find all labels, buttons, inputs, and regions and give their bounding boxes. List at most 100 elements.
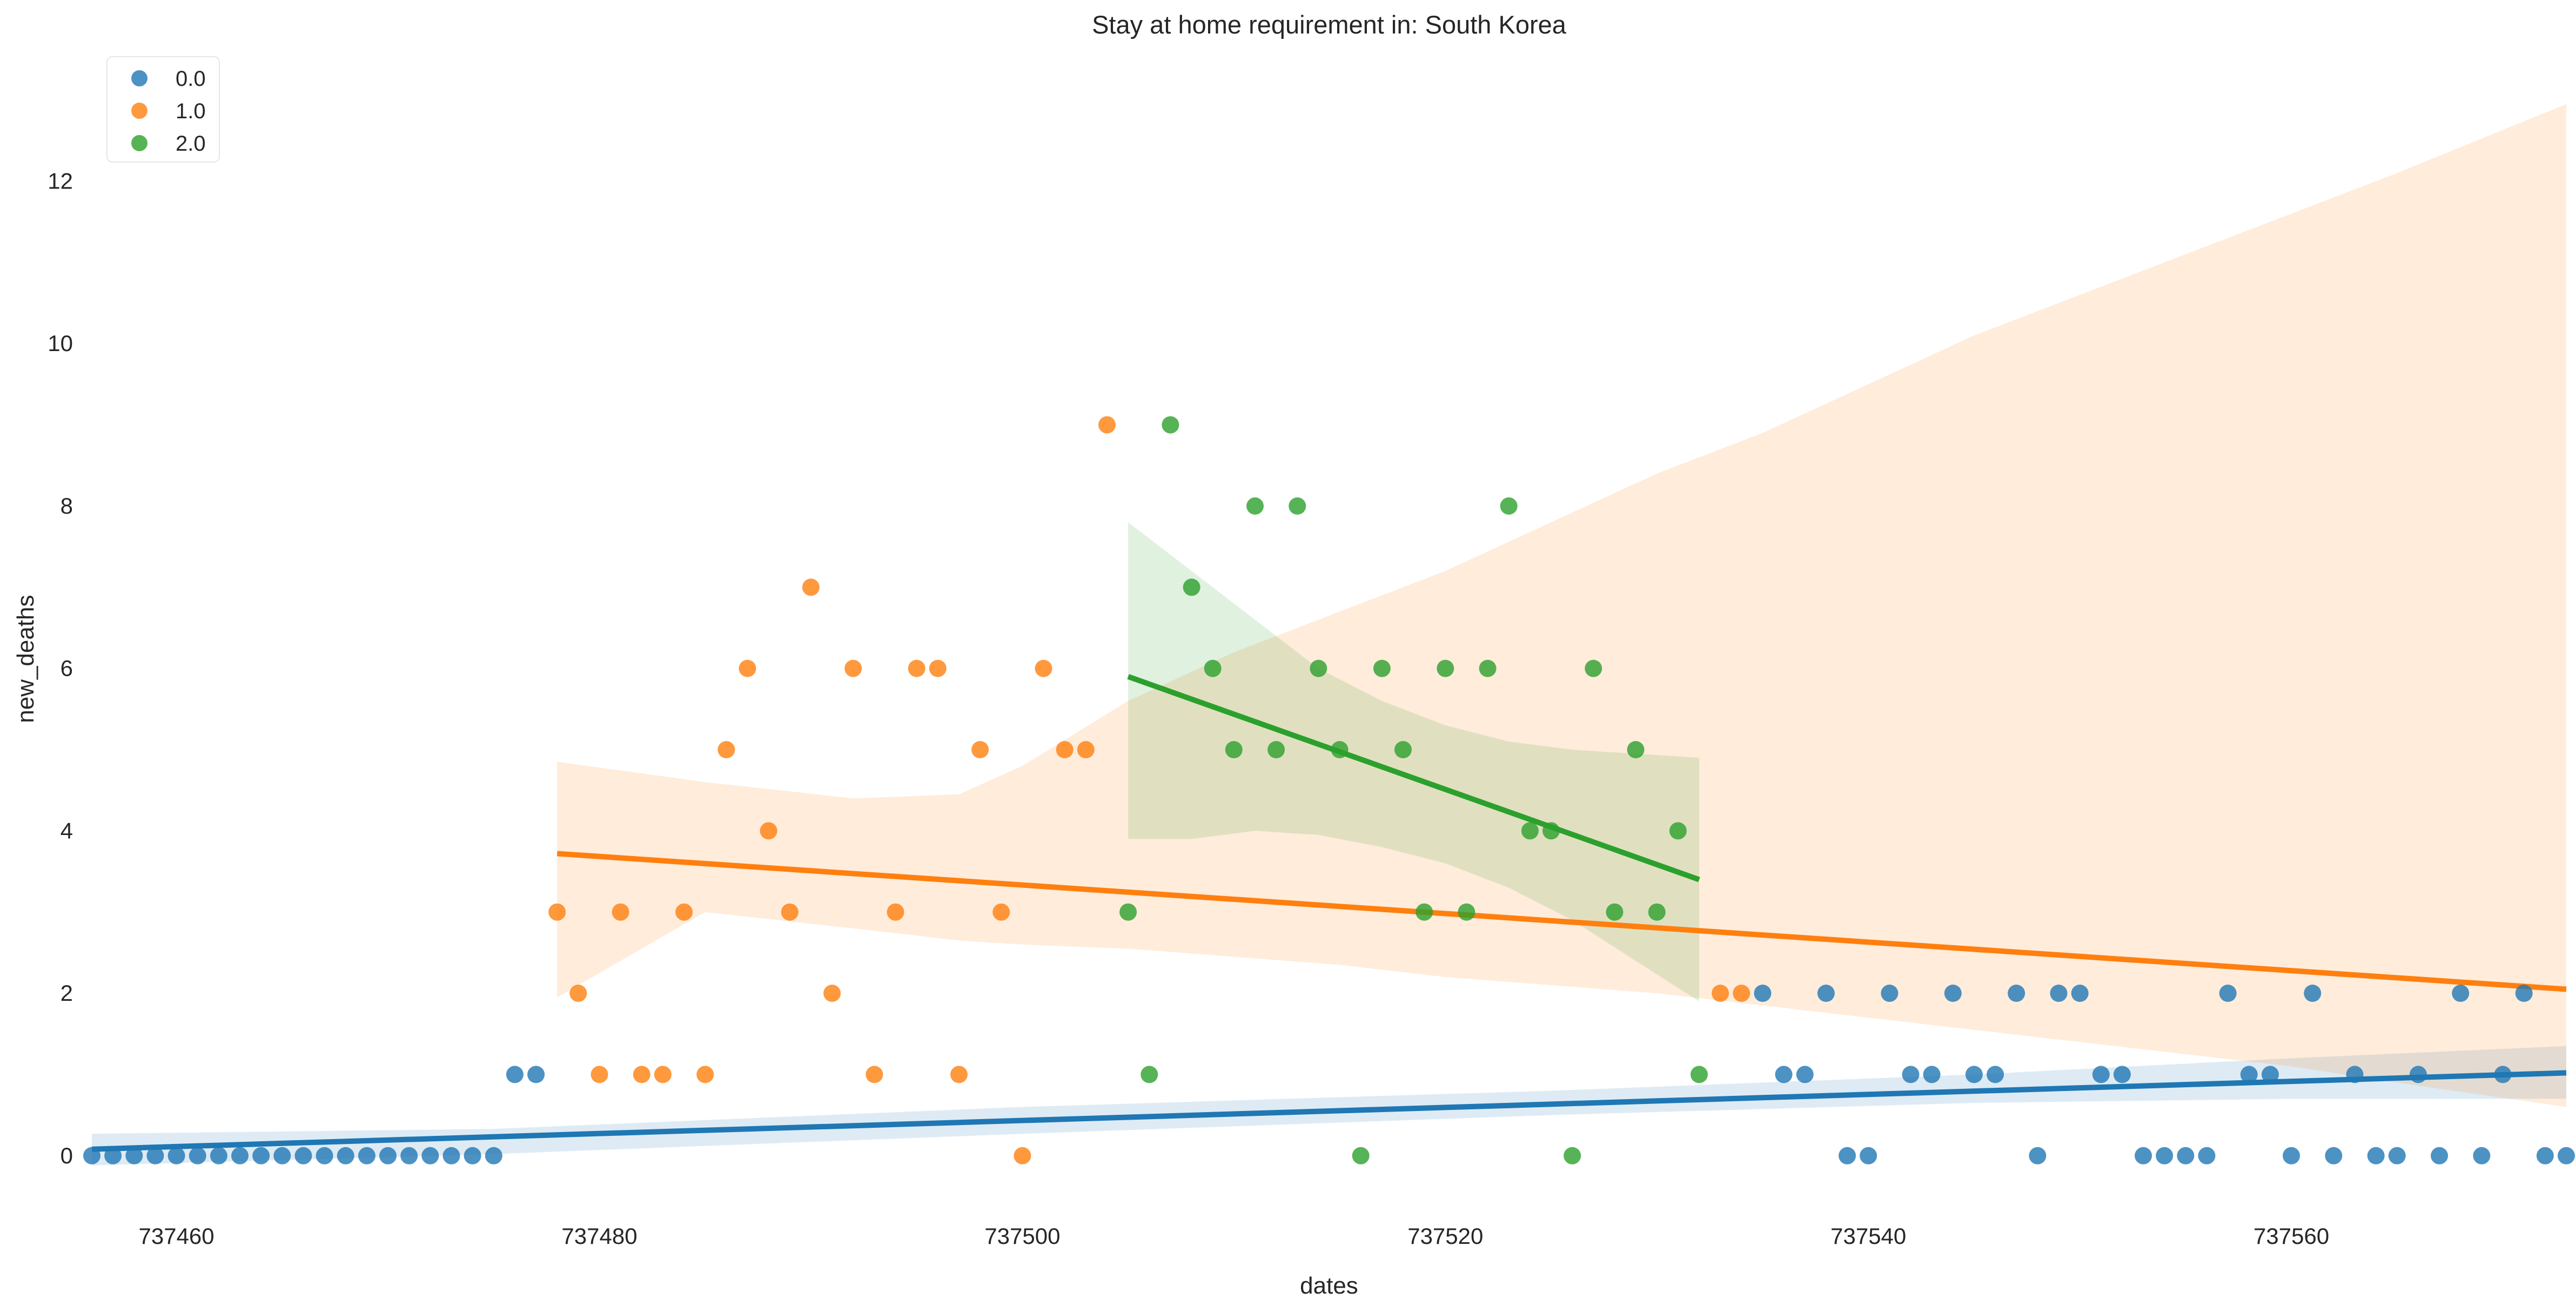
data-point-series-2 [1204, 659, 1222, 677]
y-tick-label: 0 [61, 1143, 73, 1168]
data-point-series-1 [1077, 741, 1095, 758]
data-point-series-2 [1141, 1066, 1158, 1083]
data-point-series-0 [2346, 1066, 2364, 1083]
data-point-series-0 [2515, 985, 2533, 1002]
data-point-series-0 [1965, 1066, 1983, 1083]
data-point-series-1 [950, 1066, 968, 1083]
x-tick-label: 737540 [1830, 1223, 1906, 1249]
data-point-series-1 [654, 1066, 672, 1083]
data-point-series-0 [2558, 1147, 2575, 1164]
data-point-series-1 [612, 903, 629, 921]
data-point-series-2 [1183, 578, 1200, 596]
data-point-series-2 [1606, 903, 1624, 921]
legend: 0.0 1.0 2.0 [106, 56, 220, 163]
data-point-series-0 [1817, 985, 1835, 1002]
data-point-series-0 [2113, 1066, 2131, 1083]
regression-line-1 [556, 851, 2567, 992]
data-point-series-1 [569, 985, 587, 1002]
data-point-series-0 [442, 1147, 460, 1164]
data-point-series-2 [1352, 1147, 1370, 1164]
data-point-series-2 [1564, 1147, 1581, 1164]
data-point-series-0 [2219, 985, 2237, 1002]
data-point-series-0 [1796, 1066, 1814, 1083]
data-point-series-0 [2029, 1147, 2047, 1164]
regression-lines [91, 674, 2567, 1152]
legend-label: 0.0 [176, 67, 206, 91]
data-point-series-0 [294, 1147, 312, 1164]
data-point-series-0 [421, 1147, 439, 1164]
data-point-series-2 [1331, 741, 1349, 758]
data-point-series-2 [1479, 659, 1497, 677]
data-point-series-1 [844, 659, 862, 677]
data-point-series-0 [1754, 985, 1772, 1002]
data-point-series-0 [1944, 985, 1962, 1002]
data-point-series-0 [2092, 1066, 2110, 1083]
data-point-series-1 [866, 1066, 883, 1083]
data-point-series-0 [2388, 1147, 2406, 1164]
data-point-series-0 [189, 1147, 206, 1164]
data-point-series-0 [2367, 1147, 2385, 1164]
data-point-series-2 [1416, 903, 1433, 921]
data-point-series-1 [1035, 659, 1052, 677]
data-point-series-2 [1289, 497, 1306, 515]
data-points [83, 416, 2575, 1164]
data-point-series-2 [1627, 741, 1645, 758]
data-point-series-0 [210, 1147, 227, 1164]
data-point-series-0 [1902, 1066, 1920, 1083]
legend-label: 1.0 [176, 99, 206, 123]
y-axis-label: new_deaths [12, 595, 39, 723]
data-point-series-0 [400, 1147, 418, 1164]
x-tick-label: 737520 [1407, 1223, 1483, 1249]
data-point-series-0 [316, 1147, 333, 1164]
y-tick-label: 10 [48, 331, 73, 356]
data-point-series-1 [1712, 985, 1729, 1002]
data-point-series-2 [1246, 497, 1264, 515]
data-point-series-0 [2304, 985, 2322, 1002]
data-point-series-2 [1310, 659, 1327, 677]
data-point-series-2 [1162, 416, 1179, 434]
data-point-series-1 [908, 659, 925, 677]
data-point-series-2 [1521, 822, 1539, 840]
data-point-series-0 [358, 1147, 375, 1164]
data-point-series-0 [1775, 1066, 1793, 1083]
data-point-series-1 [548, 903, 566, 921]
legend-marker [131, 70, 147, 86]
data-point-series-0 [104, 1147, 122, 1164]
data-point-series-2 [1437, 659, 1454, 677]
data-point-series-0 [2473, 1147, 2491, 1164]
x-tick-label: 737460 [139, 1223, 214, 1249]
data-point-series-0 [485, 1147, 502, 1164]
data-point-series-0 [2410, 1066, 2427, 1083]
confidence-band-2 [1128, 522, 1699, 1002]
x-axis-ticks: 737460 737480 737500 737520 737540 737560 [139, 1223, 2330, 1249]
y-tick-label: 8 [61, 493, 73, 519]
confidence-band-1 [557, 104, 2566, 1107]
data-point-series-0 [2240, 1066, 2258, 1083]
data-point-series-0 [252, 1147, 270, 1164]
data-point-series-2 [1267, 741, 1285, 758]
data-point-series-0 [2135, 1147, 2152, 1164]
data-point-series-0 [2008, 985, 2025, 1002]
data-point-series-1 [1098, 416, 1116, 434]
data-point-series-1 [802, 578, 820, 596]
data-point-series-0 [2050, 985, 2068, 1002]
data-point-series-0 [2431, 1147, 2448, 1164]
data-point-series-2 [1458, 903, 1475, 921]
data-point-series-2 [1648, 903, 1666, 921]
data-point-series-1 [675, 903, 693, 921]
data-point-series-1 [971, 741, 989, 758]
data-point-series-0 [506, 1066, 524, 1083]
data-point-series-1 [1014, 1147, 1031, 1164]
data-point-series-0 [2177, 1147, 2195, 1164]
data-point-series-0 [2198, 1147, 2216, 1164]
data-point-series-0 [2156, 1147, 2174, 1164]
data-point-series-1 [760, 822, 777, 840]
data-point-series-0 [1881, 985, 1899, 1002]
data-point-series-0 [1860, 1147, 1877, 1164]
y-tick-label: 2 [61, 980, 73, 1006]
chart-title: Stay at home requirement in: South Korea [1092, 10, 1567, 39]
data-point-series-0 [273, 1147, 291, 1164]
data-point-series-0 [2283, 1147, 2300, 1164]
data-point-series-1 [591, 1066, 608, 1083]
